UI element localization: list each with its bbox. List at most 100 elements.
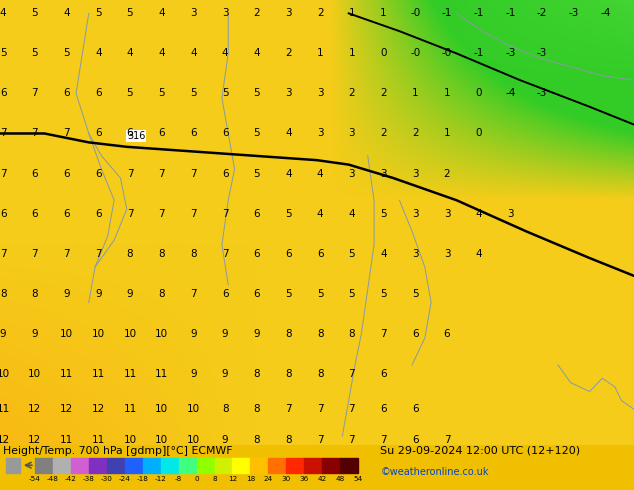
Text: 7: 7: [0, 169, 6, 178]
Text: 48: 48: [335, 476, 345, 482]
Text: 8: 8: [254, 404, 260, 415]
Text: 2: 2: [444, 169, 450, 178]
Text: 7: 7: [127, 209, 133, 219]
Text: 3: 3: [222, 8, 228, 18]
Text: 6: 6: [63, 88, 70, 98]
Text: 1: 1: [444, 88, 450, 98]
Text: 42: 42: [318, 476, 327, 482]
Text: -18: -18: [137, 476, 148, 482]
Text: 5: 5: [32, 49, 38, 58]
Text: 4: 4: [476, 248, 482, 259]
Text: 5: 5: [380, 209, 387, 219]
Text: -3: -3: [537, 49, 547, 58]
Text: 7: 7: [380, 329, 387, 339]
Text: -0: -0: [410, 8, 420, 18]
Bar: [268, 458, 287, 473]
Text: -8: -8: [175, 476, 182, 482]
Text: 10: 10: [155, 436, 168, 445]
Text: 5: 5: [190, 88, 197, 98]
Text: 6: 6: [190, 128, 197, 139]
Bar: [160, 458, 179, 473]
Text: 11: 11: [124, 369, 136, 379]
Text: 0: 0: [476, 128, 482, 139]
Text: 7: 7: [95, 248, 101, 259]
Text: 11: 11: [155, 369, 168, 379]
Text: 7: 7: [380, 436, 387, 445]
Text: 8: 8: [317, 369, 323, 379]
Text: 2: 2: [380, 88, 387, 98]
Text: 7: 7: [190, 289, 197, 298]
Text: 2: 2: [317, 8, 323, 18]
Text: 5: 5: [254, 88, 260, 98]
Text: 3: 3: [444, 209, 450, 219]
Text: Height/Temp. 700 hPa [gdmp][°C] ECMWF: Height/Temp. 700 hPa [gdmp][°C] ECMWF: [3, 446, 233, 456]
Text: 6: 6: [380, 369, 387, 379]
Text: 6: 6: [63, 209, 70, 219]
Text: -1: -1: [442, 8, 452, 18]
Text: 1: 1: [349, 8, 355, 18]
Text: 0: 0: [476, 88, 482, 98]
Text: 316: 316: [127, 131, 145, 141]
Text: 5: 5: [317, 289, 323, 298]
Text: 7: 7: [32, 128, 38, 139]
Bar: [179, 458, 197, 473]
Text: 6: 6: [95, 128, 101, 139]
Text: 9: 9: [222, 436, 228, 445]
Text: 8: 8: [127, 248, 133, 259]
Text: 4: 4: [285, 169, 292, 178]
Bar: [287, 458, 304, 473]
Text: 3: 3: [317, 128, 323, 139]
Text: 9: 9: [222, 329, 228, 339]
Text: 3: 3: [190, 8, 197, 18]
Text: 6: 6: [95, 88, 101, 98]
Text: 3: 3: [412, 209, 418, 219]
Text: 9: 9: [254, 329, 260, 339]
Text: 8: 8: [0, 289, 6, 298]
Text: 6: 6: [412, 404, 418, 415]
Text: -24: -24: [119, 476, 131, 482]
Text: 6: 6: [254, 248, 260, 259]
Text: 4: 4: [190, 49, 197, 58]
Text: 7: 7: [317, 404, 323, 415]
Text: 7: 7: [0, 128, 6, 139]
Text: 6: 6: [222, 169, 228, 178]
Text: 9: 9: [190, 329, 197, 339]
Text: 6: 6: [254, 209, 260, 219]
Text: 6: 6: [285, 248, 292, 259]
Text: 7: 7: [63, 128, 70, 139]
Text: -48: -48: [47, 476, 59, 482]
Text: 3: 3: [285, 8, 292, 18]
Text: 8: 8: [158, 248, 165, 259]
Text: 9: 9: [190, 369, 197, 379]
Text: 4: 4: [222, 49, 228, 58]
Text: 10: 10: [155, 329, 168, 339]
Text: 7: 7: [222, 248, 228, 259]
Text: 5: 5: [349, 289, 355, 298]
Text: 5: 5: [349, 248, 355, 259]
Text: 4: 4: [0, 8, 6, 18]
Text: 12: 12: [92, 404, 105, 415]
Text: 8: 8: [285, 369, 292, 379]
Text: 6: 6: [0, 209, 6, 219]
Text: 8: 8: [190, 248, 197, 259]
Text: 3: 3: [507, 209, 514, 219]
Text: 5: 5: [285, 209, 292, 219]
Text: 10: 10: [155, 404, 168, 415]
Text: 0: 0: [194, 476, 199, 482]
Text: 3: 3: [349, 169, 355, 178]
Text: 12: 12: [60, 404, 73, 415]
Text: 10: 10: [187, 404, 200, 415]
Text: 1: 1: [444, 128, 450, 139]
Text: 10: 10: [60, 329, 73, 339]
Text: -42: -42: [65, 476, 77, 482]
Text: 7: 7: [317, 436, 323, 445]
Text: 6: 6: [63, 169, 70, 178]
Text: 5: 5: [127, 8, 133, 18]
Text: 1: 1: [380, 8, 387, 18]
Text: 6: 6: [444, 329, 450, 339]
Text: 11: 11: [0, 404, 10, 415]
Text: 6: 6: [222, 289, 228, 298]
Text: -1: -1: [505, 8, 515, 18]
Text: 7: 7: [222, 209, 228, 219]
Text: 8: 8: [254, 369, 260, 379]
